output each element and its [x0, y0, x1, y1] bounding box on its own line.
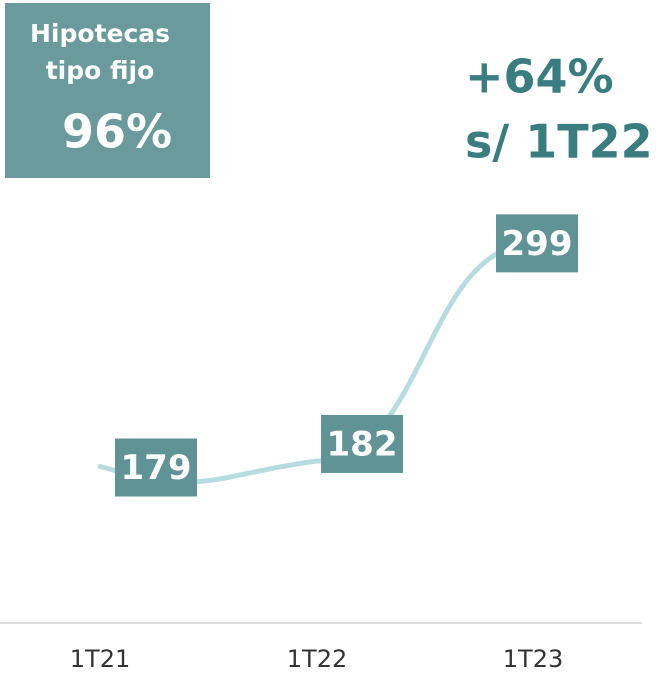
value-label: 182: [327, 424, 398, 464]
value-label-box: [496, 214, 578, 273]
annotation-line: +64%: [465, 50, 614, 104]
badge-line: tipo fijo: [46, 56, 155, 85]
value-label-box: [321, 414, 403, 473]
badge-line: Hipotecas: [30, 19, 170, 48]
x-tick-label: 1T22: [287, 645, 347, 673]
annotation-line: s/ 1T22: [465, 115, 653, 169]
x-tick-label: 1T23: [503, 645, 563, 673]
x-tick-label: 1T21: [70, 645, 130, 673]
value-label: 299: [502, 224, 573, 264]
value-label: 179: [121, 448, 192, 488]
value-label-box: [115, 438, 197, 497]
badge-value: 96%: [62, 105, 172, 159]
badge-box: [5, 3, 210, 178]
